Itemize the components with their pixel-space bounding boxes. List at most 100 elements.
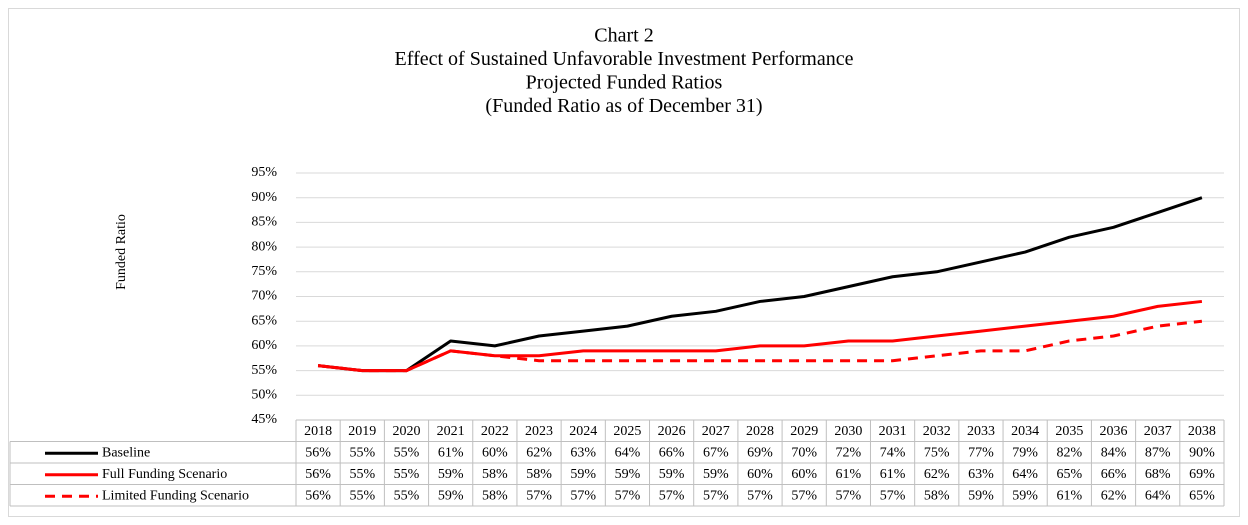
x-tick-label: 2020 <box>392 424 420 439</box>
table-value: 65% <box>1189 488 1215 503</box>
x-tick-label: 2035 <box>1055 424 1083 439</box>
x-tick-label: 2033 <box>967 424 995 439</box>
series-line <box>317 299 1203 373</box>
y-tick-label: 45% <box>251 412 277 427</box>
table-value: 59% <box>703 467 729 482</box>
table-value: 57% <box>526 488 552 503</box>
table-value: 62% <box>1101 488 1127 503</box>
table-value: 72% <box>836 445 862 460</box>
table-value: 68% <box>1145 467 1171 482</box>
x-tick-label: 2037 <box>1144 424 1172 439</box>
legend-label: Full Funding Scenario <box>102 467 227 482</box>
y-tick-label: 55% <box>251 363 277 378</box>
table-value: 69% <box>747 445 773 460</box>
table-value: 56% <box>305 445 331 460</box>
table-value: 64% <box>615 445 641 460</box>
y-tick-label: 80% <box>251 239 277 254</box>
table-value: 66% <box>659 445 685 460</box>
series-line <box>317 196 1203 373</box>
x-tick-label: 2036 <box>1100 424 1128 439</box>
table-value: 59% <box>438 467 464 482</box>
series-line <box>317 319 1203 373</box>
table-value: 59% <box>615 467 641 482</box>
x-tick-label: 2028 <box>746 424 774 439</box>
table-value: 61% <box>880 467 906 482</box>
table-value: 57% <box>703 488 729 503</box>
table-value: 62% <box>526 445 552 460</box>
table-value: 59% <box>659 467 685 482</box>
table-value: 55% <box>349 488 375 503</box>
table-value: 58% <box>482 488 508 503</box>
x-tick-label: 2023 <box>525 424 553 439</box>
chart-title: Projected Funded Ratios <box>526 72 723 94</box>
table-value: 67% <box>703 445 729 460</box>
legend-label: Limited Funding Scenario <box>102 488 249 503</box>
chart-title: Effect of Sustained Unfavorable Investme… <box>395 48 854 70</box>
table-value: 74% <box>880 445 906 460</box>
chart-title: (Funded Ratio as of December 31) <box>485 95 762 117</box>
table-value: 79% <box>1012 445 1038 460</box>
x-tick-label: 2031 <box>879 424 907 439</box>
table-value: 57% <box>659 488 685 503</box>
x-tick-label: 2021 <box>437 424 465 439</box>
table-value: 82% <box>1056 445 1082 460</box>
x-tick-label: 2024 <box>569 424 597 439</box>
table-value: 55% <box>394 467 420 482</box>
x-tick-label: 2038 <box>1188 424 1216 439</box>
y-tick-label: 95% <box>251 165 277 180</box>
y-axis-label: Funded Ratio <box>114 214 129 290</box>
x-tick-label: 2027 <box>702 424 730 439</box>
table-value: 75% <box>924 445 950 460</box>
chart-border <box>8 8 1240 517</box>
x-tick-label: 2018 <box>304 424 332 439</box>
x-tick-label: 2034 <box>1011 424 1039 439</box>
table-value: 63% <box>968 467 994 482</box>
table-value: 69% <box>1189 467 1215 482</box>
table-value: 77% <box>968 445 994 460</box>
table-value: 55% <box>394 445 420 460</box>
table-value: 57% <box>747 488 773 503</box>
table-value: 63% <box>570 445 596 460</box>
table-value: 65% <box>1056 467 1082 482</box>
x-tick-label: 2032 <box>923 424 951 439</box>
y-tick-label: 75% <box>251 264 277 279</box>
y-tick-label: 60% <box>251 338 277 353</box>
x-tick-label: 2029 <box>790 424 818 439</box>
x-tick-label: 2019 <box>348 424 376 439</box>
y-tick-label: 65% <box>251 313 277 328</box>
y-tick-label: 85% <box>251 215 277 230</box>
table-value: 64% <box>1145 488 1171 503</box>
table-value: 84% <box>1101 445 1127 460</box>
table-value: 58% <box>482 467 508 482</box>
table-value: 60% <box>747 467 773 482</box>
table-value: 55% <box>349 467 375 482</box>
table-value: 64% <box>1012 467 1038 482</box>
table-value: 57% <box>791 488 817 503</box>
table-value: 61% <box>438 445 464 460</box>
table-value: 62% <box>924 467 950 482</box>
table-value: 61% <box>836 467 862 482</box>
table-value: 59% <box>1012 488 1038 503</box>
y-tick-label: 50% <box>251 388 277 403</box>
table-value: 55% <box>394 488 420 503</box>
table-value: 57% <box>615 488 641 503</box>
table-value: 59% <box>968 488 994 503</box>
chart-title: Chart 2 <box>594 25 653 47</box>
table-value: 70% <box>791 445 817 460</box>
y-tick-label: 70% <box>251 289 277 304</box>
y-tick-label: 90% <box>251 190 277 205</box>
table-value: 59% <box>570 467 596 482</box>
table-value: 87% <box>1145 445 1171 460</box>
table-value: 57% <box>836 488 862 503</box>
table-value: 58% <box>526 467 552 482</box>
table-value: 90% <box>1189 445 1215 460</box>
x-tick-label: 2030 <box>834 424 862 439</box>
table-value: 57% <box>570 488 596 503</box>
table-value: 57% <box>880 488 906 503</box>
table-value: 59% <box>438 488 464 503</box>
x-tick-label: 2026 <box>658 424 686 439</box>
table-value: 56% <box>305 488 331 503</box>
x-tick-label: 2025 <box>613 424 641 439</box>
legend-label: Baseline <box>102 445 150 460</box>
